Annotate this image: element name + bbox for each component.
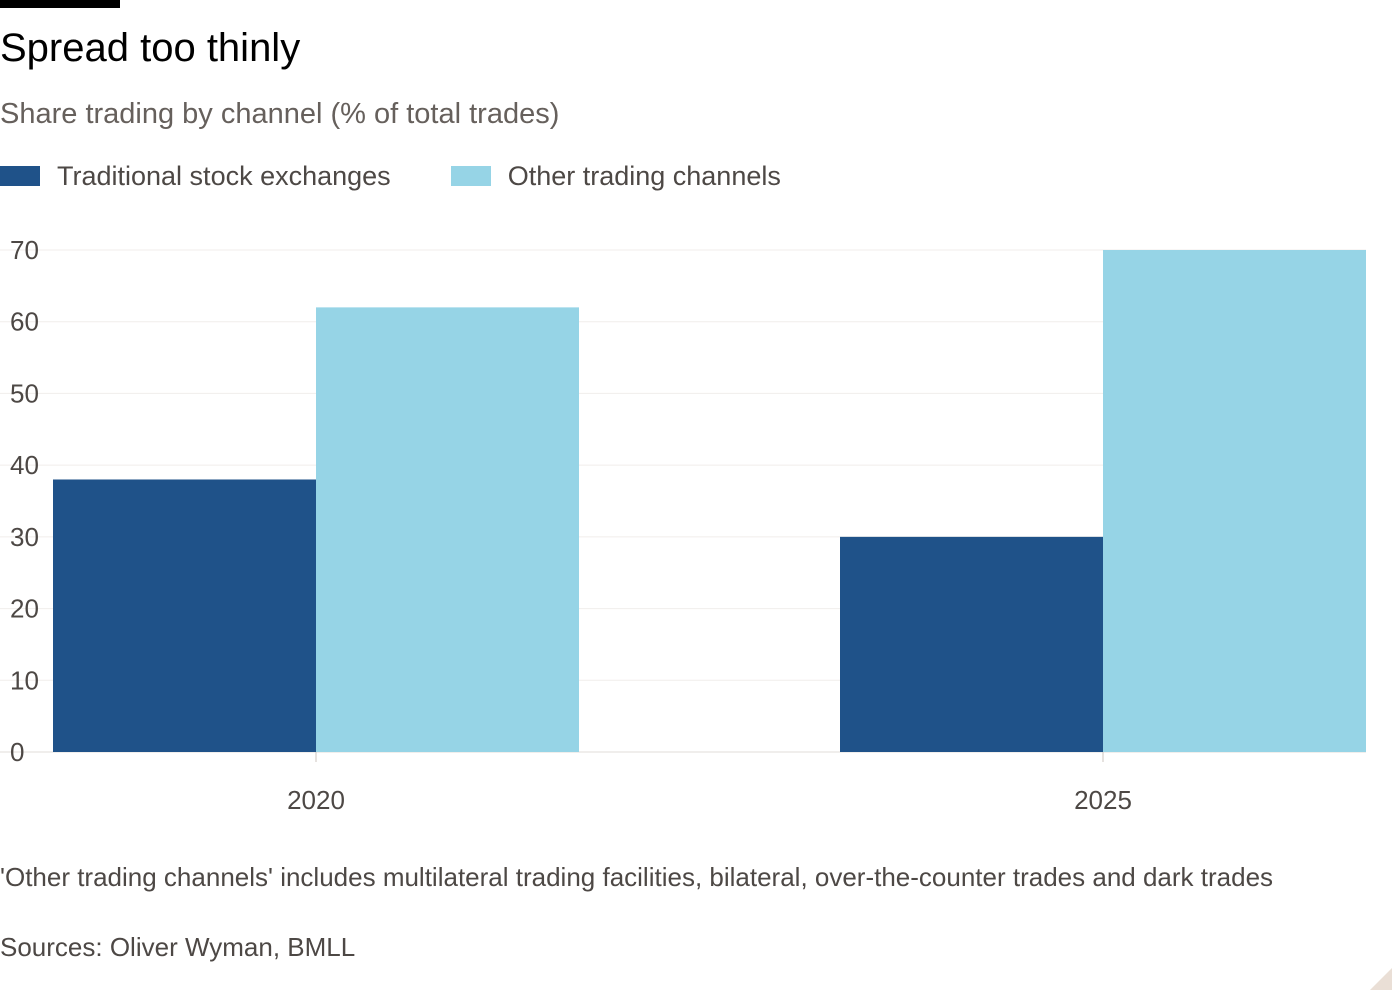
chart-subtitle: Share trading by channel (% of total tra… <box>0 98 560 130</box>
y-tick-label-0: 0 <box>10 737 24 767</box>
legend-label-traditional: Traditional stock exchanges <box>57 160 391 191</box>
y-tick-label-30: 30 <box>10 522 39 552</box>
source-note: Sources: Oliver Wyman, BMLL <box>0 932 356 962</box>
bar-2020-series-2 <box>316 307 579 752</box>
footnote: 'Other trading channels' includes multil… <box>0 862 1274 892</box>
corner-mark <box>1370 968 1392 990</box>
y-tick-label-20: 20 <box>10 594 39 624</box>
bar-2025-series-1 <box>840 536 1103 752</box>
bar-chart: 0 10 20 30 40 50 60 70 2020 2025 <box>0 235 1366 815</box>
legend-label-other: Other trading channels <box>507 160 781 191</box>
x-tick-label-2020: 2020 <box>287 785 345 815</box>
legend-item-other: Other trading channels <box>450 160 781 192</box>
y-tick-label-50: 50 <box>10 378 39 408</box>
legend-item-traditional: Traditional stock exchanges <box>0 161 391 192</box>
x-tick-label-2025: 2025 <box>1074 785 1132 815</box>
y-tick-label-40: 40 <box>10 450 39 480</box>
bar-2020-series-1 <box>53 479 316 752</box>
y-tick-label-70: 70 <box>10 235 39 265</box>
bar-2025-series-2 <box>1103 250 1366 752</box>
legend-swatch-other <box>450 166 491 186</box>
y-tick-label-10: 10 <box>10 665 39 695</box>
top-rule <box>0 0 120 8</box>
legend-swatch-traditional <box>0 166 40 186</box>
legend: Traditional stock exchanges Other tradin… <box>0 158 841 194</box>
chart-title: Spread too thinly <box>0 26 301 70</box>
y-tick-label-60: 60 <box>10 307 39 337</box>
